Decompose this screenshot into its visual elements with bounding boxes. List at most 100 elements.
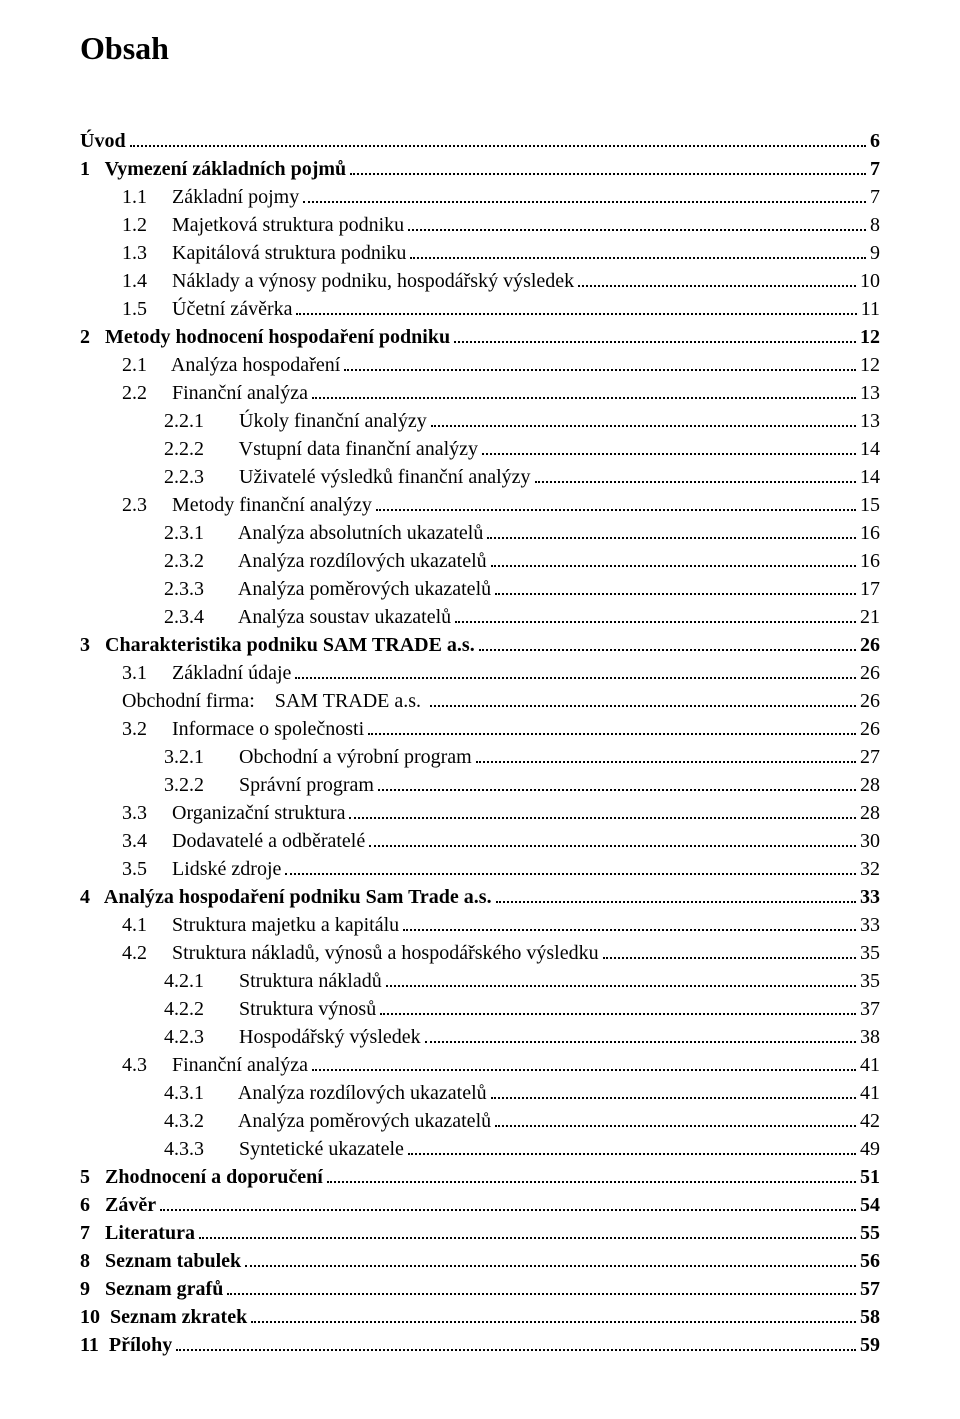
toc-leader xyxy=(535,466,856,483)
toc-page-number: 27 xyxy=(860,743,880,771)
toc-leader xyxy=(578,270,856,287)
toc-page-number: 58 xyxy=(860,1303,880,1331)
toc-page-number: 30 xyxy=(860,827,880,855)
toc-leader xyxy=(455,606,856,623)
toc-page-number: 41 xyxy=(860,1051,880,1079)
toc-entry-label: 2.3.3 Analýza poměrových ukazatelů xyxy=(164,575,491,603)
toc-entry: 4.3.2 Analýza poměrových ukazatelů 42 xyxy=(80,1107,880,1135)
toc-leader xyxy=(369,830,856,847)
toc-leader xyxy=(496,886,856,903)
toc-entry: 3.1 Základní údaje 26 xyxy=(80,659,880,687)
toc-entry: 1 Vymezení základních pojmů7 xyxy=(80,155,880,183)
toc-leader xyxy=(482,438,856,455)
toc-entry: Obchodní firma: SAM TRADE a.s. 26 xyxy=(80,687,880,715)
toc-page-number: 28 xyxy=(860,771,880,799)
toc-entry: 2.3.3 Analýza poměrových ukazatelů 17 xyxy=(80,575,880,603)
toc-leader xyxy=(491,550,856,567)
toc-entry-label: 2 Metody hodnocení hospodaření podniku xyxy=(80,323,450,351)
toc-page-number: 26 xyxy=(860,715,880,743)
toc-entry-label: 4.3.1 Analýza rozdílových ukazatelů xyxy=(164,1079,487,1107)
toc-leader xyxy=(227,1278,856,1295)
toc-entry-label: 1.2 Majetková struktura podniku xyxy=(122,211,404,239)
toc-leader xyxy=(245,1250,856,1267)
toc-page-number: 8 xyxy=(870,211,880,239)
toc-leader xyxy=(603,942,856,959)
toc-entry-label: 4.3 Finanční analýza xyxy=(122,1051,308,1079)
toc-entry-label: 3.2.1 Obchodní a výrobní program xyxy=(164,743,472,771)
toc-entry-label: 10 Seznam zkratek xyxy=(80,1303,247,1331)
toc-entry-label: 9 Seznam grafů xyxy=(80,1275,223,1303)
toc-leader xyxy=(425,1026,856,1043)
toc-entry: 10 Seznam zkratek 58 xyxy=(80,1303,880,1331)
toc-entry: 4.2.3 Hospodářský výsledek 38 xyxy=(80,1023,880,1051)
toc-entry-label: 1.3 Kapitálová struktura podniku xyxy=(122,239,406,267)
toc-page-number: 28 xyxy=(860,799,880,827)
toc-page-number: 35 xyxy=(860,939,880,967)
toc-entry-label: 2.3 Metody finanční analýzy xyxy=(122,491,372,519)
toc-entry: 3.4 Dodavatelé a odběratelé 30 xyxy=(80,827,880,855)
toc-leader xyxy=(368,718,856,735)
toc-leader xyxy=(408,214,866,231)
toc-page-number: 13 xyxy=(860,407,880,435)
toc-page-number: 12 xyxy=(860,351,880,379)
toc-leader xyxy=(176,1334,856,1351)
toc-entry: 2 Metody hodnocení hospodaření podniku12 xyxy=(80,323,880,351)
toc-entry-label: 2.3.1 Analýza absolutních ukazatelů xyxy=(164,519,483,547)
toc-entry: 1.1 Základní pojmy7 xyxy=(80,183,880,211)
toc-entry: 4.3 Finanční analýza 41 xyxy=(80,1051,880,1079)
toc-entry: 4.3.1 Analýza rozdílových ukazatelů41 xyxy=(80,1079,880,1107)
toc-entry-label: 7 Literatura xyxy=(80,1219,195,1247)
toc-entry-label: 3.2 Informace o společnosti xyxy=(122,715,364,743)
toc-page-number: 26 xyxy=(860,631,880,659)
toc-entry-label: 4.2.2 Struktura výnosů xyxy=(164,995,376,1023)
toc-entry: 4.2.2 Struktura výnosů 37 xyxy=(80,995,880,1023)
toc-entry: 4.2 Struktura nákladů, výnosů a hospodář… xyxy=(80,939,880,967)
toc-entry: 2.1 Analýza hospodaření 12 xyxy=(80,351,880,379)
toc-entry: 2.3.2 Analýza rozdílových ukazatelů16 xyxy=(80,547,880,575)
toc-entry-label: 3.5 Lidské zdroje xyxy=(122,855,281,883)
toc-leader xyxy=(303,186,866,203)
toc-entry-label: 3 Charakteristika podniku SAM TRADE a.s. xyxy=(80,631,475,659)
toc-title: Obsah xyxy=(80,26,880,71)
toc-entry: 4 Analýza hospodaření podniku Sam Trade … xyxy=(80,883,880,911)
toc-leader xyxy=(312,382,856,399)
toc-page-number: 16 xyxy=(860,519,880,547)
toc-page-number: 7 xyxy=(870,155,880,183)
toc-entry-label: 3.1 Základní údaje xyxy=(122,659,291,687)
toc-entry-label: 4.2.3 Hospodářský výsledek xyxy=(164,1023,421,1051)
toc-entry-label: 6 Závěr xyxy=(80,1191,156,1219)
toc-page-number: 16 xyxy=(860,547,880,575)
toc-page-number: 38 xyxy=(860,1023,880,1051)
toc-page-number: 35 xyxy=(860,967,880,995)
toc-entry: 2.2 Finanční analýza13 xyxy=(80,379,880,407)
toc-entry-label: 2.2.2 Vstupní data finanční analýzy xyxy=(164,435,478,463)
toc-leader xyxy=(491,1082,856,1099)
toc-entry-label: 2.2.3 Uživatelé výsledků finanční analýz… xyxy=(164,463,531,491)
toc-leader xyxy=(199,1222,856,1239)
toc-page-number: 37 xyxy=(860,995,880,1023)
toc-leader xyxy=(495,578,856,595)
toc-page-number: 55 xyxy=(860,1219,880,1247)
toc-page-number: 17 xyxy=(860,575,880,603)
toc-page-number: 42 xyxy=(860,1107,880,1135)
toc-entry: 7 Literatura 55 xyxy=(80,1219,880,1247)
toc-page-number: 13 xyxy=(860,379,880,407)
toc-page-number: 59 xyxy=(860,1331,880,1359)
toc-entry-label: 2.2.1 Úkoly finanční analýzy xyxy=(164,407,427,435)
toc-leader xyxy=(130,130,866,147)
toc-entry-label: 4.3.2 Analýza poměrových ukazatelů xyxy=(164,1107,491,1135)
toc-entry-label: 3.3 Organizační struktura xyxy=(122,799,345,827)
toc-entry-label: 2.1 Analýza hospodaření xyxy=(122,351,340,379)
toc-leader xyxy=(349,802,856,819)
toc-page-number: 26 xyxy=(860,659,880,687)
toc-entry: 1.5 Účetní závěrka11 xyxy=(80,295,880,323)
toc-entry-label: 3.4 Dodavatelé a odběratelé xyxy=(122,827,365,855)
toc-entry-label: 2.3.4 Analýza soustav ukazatelů xyxy=(164,603,451,631)
toc-leader xyxy=(487,522,856,539)
toc-entry: 2.3.1 Analýza absolutních ukazatelů 16 xyxy=(80,519,880,547)
toc-entry-label: 4 Analýza hospodaření podniku Sam Trade … xyxy=(80,883,492,911)
toc-entry: 2.2.3 Uživatelé výsledků finanční analýz… xyxy=(80,463,880,491)
toc-page-number: 33 xyxy=(860,911,880,939)
toc-page-number: 14 xyxy=(860,435,880,463)
toc-entry: 4.2.1 Struktura nákladů35 xyxy=(80,967,880,995)
